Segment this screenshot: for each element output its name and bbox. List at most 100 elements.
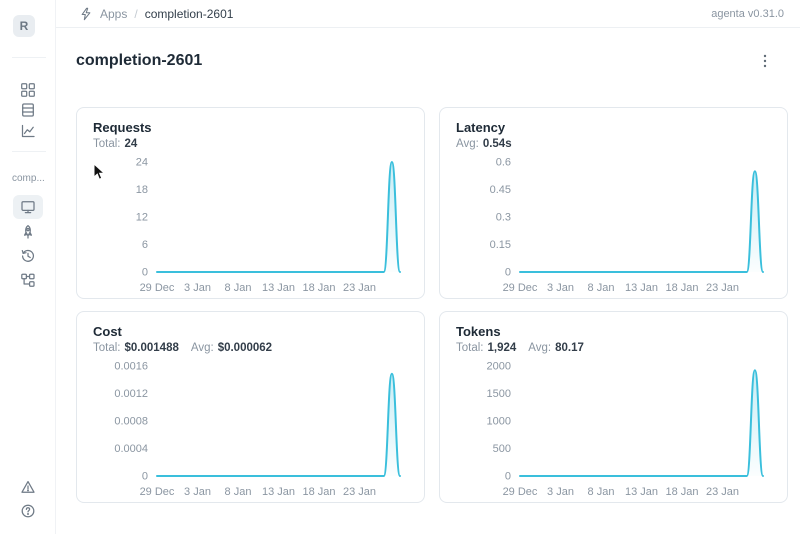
sidebar: R comp... (0, 0, 56, 534)
breadcrumb-apps-link[interactable]: Apps (100, 6, 128, 21)
sidebar-item-testsets[interactable] (20, 102, 36, 118)
stat-label: Total: (456, 342, 484, 354)
stat-value: $0.001488 (124, 342, 179, 354)
triangle-alert-icon (21, 480, 35, 493)
svg-text:0.15: 0.15 (490, 239, 511, 251)
svg-text:13 Jan: 13 Jan (625, 282, 658, 294)
stat-label: Total: (93, 138, 121, 150)
svg-text:18 Jan: 18 Jan (302, 486, 335, 498)
svg-text:6: 6 (142, 239, 148, 251)
tokens-chart: 0 500 1000 1500 2000 29 Dec 3 Jan 8 Jan 13 Jan 18… (456, 356, 771, 502)
svg-text:18 Jan: 18 Jan (665, 486, 698, 498)
sidebar-item-alerts[interactable] (20, 479, 36, 495)
svg-text:23 Jan: 23 Jan (706, 486, 739, 498)
svg-text:13 Jan: 13 Jan (262, 486, 295, 498)
svg-text:12: 12 (136, 212, 148, 224)
stat-value: $0.000062 (217, 342, 273, 354)
card-title: Requests (93, 120, 152, 135)
latency-chart: 0 0.15 0.3 0.45 0.6 29 Dec 3 Jan 8 Jan 13 Jan 18 … (456, 152, 771, 298)
svg-text:0.0016: 0.0016 (114, 361, 148, 373)
latency-card: Latency Avg: 0.54s 0 0.15 0.3 0.45 0.6 29 Dec 3… (439, 107, 788, 299)
stat-label: Avg: (528, 342, 552, 354)
top-bar: Apps / completion-2601 agenta v0.31.0 (56, 0, 800, 28)
svg-text:0: 0 (505, 267, 511, 279)
svg-text:29 Dec: 29 Dec (503, 486, 538, 498)
apps-grid-icon (21, 83, 35, 97)
table-rows-icon (22, 103, 34, 117)
svg-text:0.45: 0.45 (490, 184, 511, 196)
svg-text:18: 18 (136, 184, 148, 196)
stat-label: Avg: (190, 342, 214, 354)
sidebar-item-playground[interactable] (20, 224, 36, 240)
svg-text:23 Jan: 23 Jan (343, 486, 376, 498)
breadcrumb: Apps / completion-2601 (79, 7, 233, 21)
svg-text:3 Jan: 3 Jan (184, 282, 211, 294)
sidebar-divider (12, 151, 46, 152)
page-menu-button[interactable] (756, 52, 774, 70)
svg-text:29 Dec: 29 Dec (140, 282, 175, 294)
svg-text:8 Jan: 8 Jan (225, 282, 252, 294)
card-title: Latency (456, 120, 506, 135)
card-stats: Total: $0.001488 Avg: $0.000062 (93, 342, 408, 354)
cost-chart: 0 0.0004 0.0008 0.0012 0.0016 29 Dec 3 Jan 8 Ja… (93, 356, 408, 502)
requests-chart: 0 6 12 18 24 29 Dec 3 Jan 8 Jan 13 Jan 18 Jan 23 J… (93, 152, 408, 298)
sidebar-item-history[interactable] (20, 248, 36, 264)
svg-text:18 Jan: 18 Jan (665, 282, 698, 294)
sidebar-divider (12, 57, 46, 58)
svg-text:0.0008: 0.0008 (114, 416, 148, 428)
stat-label: Avg: (456, 138, 479, 150)
svg-text:0.0012: 0.0012 (114, 388, 148, 400)
version-label: agenta v0.31.0 (711, 7, 784, 20)
lightning-bolt-icon (81, 7, 91, 20)
svg-text:13 Jan: 13 Jan (262, 282, 295, 294)
requests-card: Requests Total: 24 0 6 12 18 24 29 Dec 3 Jan 8 J… (76, 107, 425, 299)
sidebar-item-help[interactable] (20, 503, 36, 519)
monitor-icon (21, 201, 35, 214)
svg-text:0.0004: 0.0004 (114, 443, 148, 455)
kebab-menu-icon (763, 54, 767, 68)
svg-text:2000: 2000 (487, 361, 511, 373)
sidebar-item-overview[interactable] (20, 199, 36, 215)
svg-text:500: 500 (493, 443, 511, 455)
card-stats: Total: 24 (93, 138, 408, 150)
rocket-icon (23, 224, 33, 239)
sidebar-item-apps[interactable] (20, 82, 36, 98)
line-chart-icon (21, 124, 35, 138)
stat-value: 24 (124, 138, 138, 150)
stat-value: 80.17 (555, 342, 584, 354)
main-content: completion-2601 Requests Total: 24 0 6 12 18… (56, 28, 800, 534)
svg-text:8 Jan: 8 Jan (588, 486, 615, 498)
stat-value: 1,924 (487, 342, 517, 354)
workspace-avatar[interactable]: R (13, 15, 35, 37)
sidebar-item-evaluations[interactable] (20, 123, 36, 139)
svg-text:29 Dec: 29 Dec (503, 282, 538, 294)
svg-text:3 Jan: 3 Jan (547, 486, 574, 498)
card-stats: Total: 1,924 Avg: 80.17 (456, 342, 771, 354)
history-clock-icon (21, 249, 35, 262)
workflow-tree-icon (21, 273, 35, 287)
svg-text:1500: 1500 (487, 388, 511, 400)
svg-text:8 Jan: 8 Jan (588, 282, 615, 294)
svg-text:3 Jan: 3 Jan (547, 282, 574, 294)
page-title: completion-2601 (76, 52, 203, 69)
svg-text:29 Dec: 29 Dec (140, 486, 175, 498)
card-stats: Avg: 0.54s (456, 138, 771, 150)
stat-value: 0.54s (482, 138, 512, 150)
stat-label: Total: (93, 342, 121, 354)
svg-text:0: 0 (142, 267, 148, 279)
svg-text:8 Jan: 8 Jan (225, 486, 252, 498)
svg-text:1000: 1000 (487, 416, 511, 428)
metrics-grid: Requests Total: 24 0 6 12 18 24 29 Dec 3 Jan 8 J… (76, 107, 788, 503)
svg-text:13 Jan: 13 Jan (625, 486, 658, 498)
svg-text:0: 0 (142, 471, 148, 483)
sidebar-active-highlight (13, 195, 43, 219)
svg-text:24: 24 (136, 157, 148, 169)
svg-text:3 Jan: 3 Jan (184, 486, 211, 498)
cost-card: Cost Total: $0.001488 Avg: $0.000062 0 0.00… (76, 311, 425, 503)
sidebar-app-label: comp... (12, 173, 45, 184)
svg-text:18 Jan: 18 Jan (302, 282, 335, 294)
sidebar-item-traces[interactable] (20, 272, 36, 288)
svg-text:23 Jan: 23 Jan (343, 282, 376, 294)
card-title: Tokens (456, 324, 501, 339)
svg-text:23 Jan: 23 Jan (706, 282, 739, 294)
